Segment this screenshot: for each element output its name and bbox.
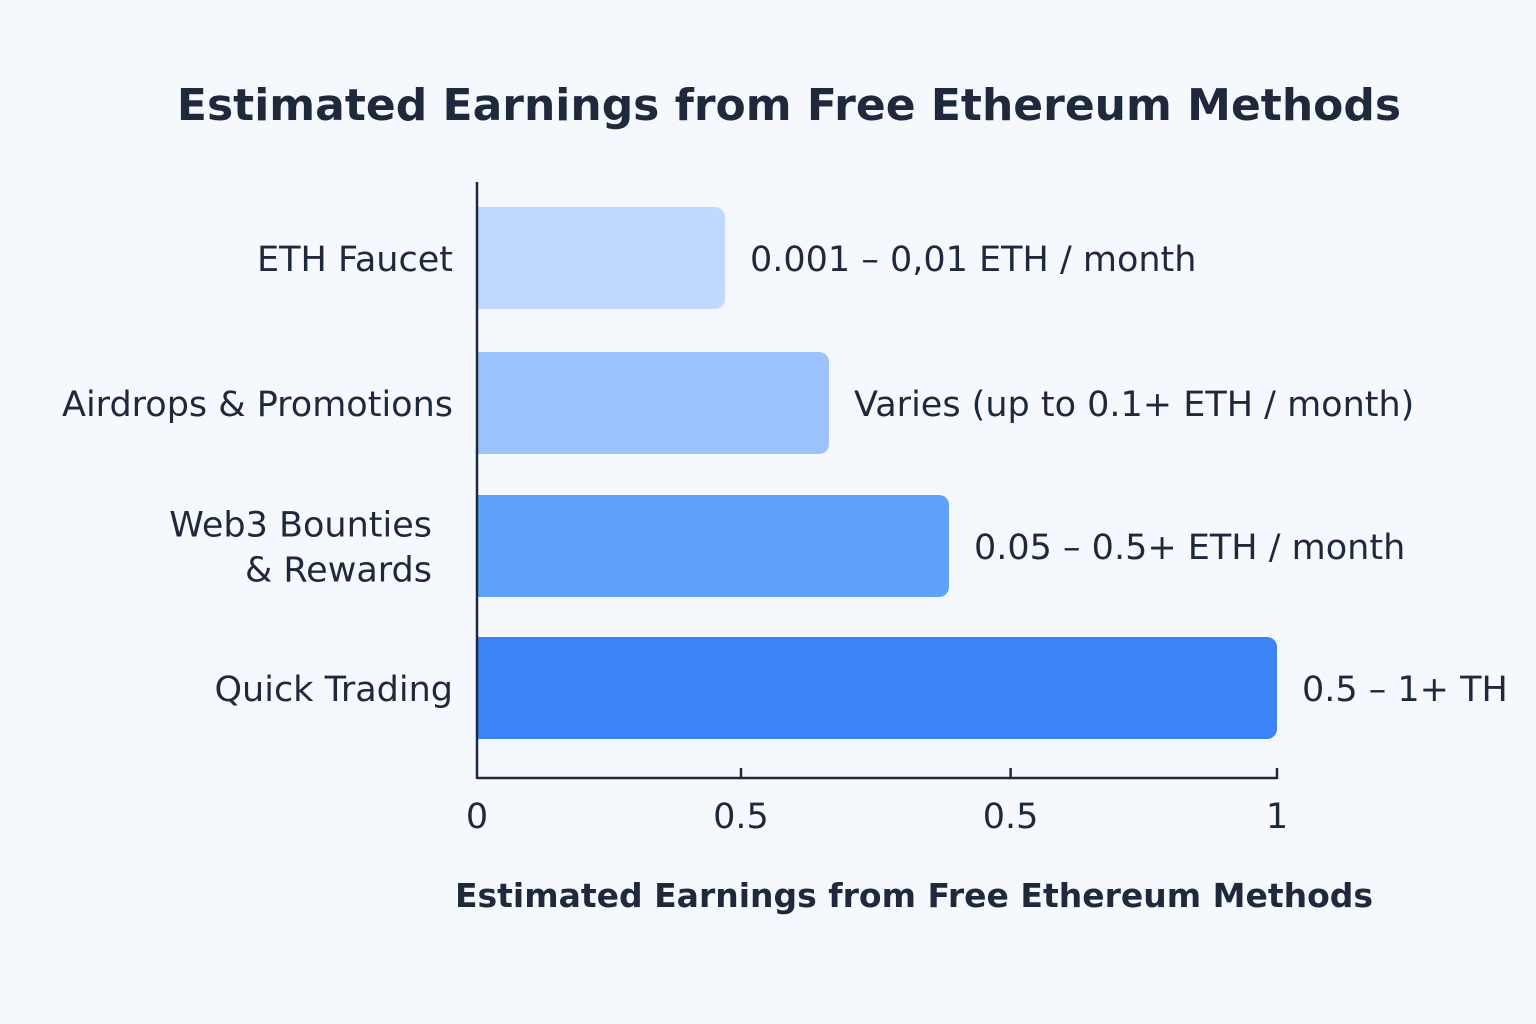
- chart-title: Estimated Earnings from Free Ethereum Me…: [177, 80, 1401, 131]
- x-tick-label-2: 0.5: [713, 797, 769, 837]
- category-label-4: Quick Trading: [214, 670, 453, 710]
- bar-2: [478, 352, 829, 454]
- bar-2-edge: [478, 352, 490, 454]
- data-label-1: 0.001 – 0,01 ETH / month: [750, 240, 1196, 280]
- bar-4-edge: [478, 637, 490, 739]
- bar-1: [478, 207, 725, 309]
- data-label-2: Varies (up to 0.1+ ETH / month): [854, 385, 1414, 425]
- x-tick-label-3: 0.5: [983, 797, 1039, 837]
- category-label-2: Airdrops & Promotions: [62, 385, 453, 425]
- data-label-4: 0.5 – 1+ TH: [1302, 670, 1508, 710]
- bar-3-edge: [478, 495, 490, 597]
- labels-layer: ETH Faucet 0.001 – 0,01 ETH / month Airdro…: [62, 240, 1508, 710]
- category-label-1: ETH Faucet: [257, 240, 453, 280]
- category-label-3: Web3 Bounties & Rewards: [169, 506, 432, 591]
- bar-1-edge: [478, 207, 490, 309]
- bar-3: [478, 495, 949, 597]
- x-axis-title: Estimated Earnings from Free Ethereum Me…: [455, 876, 1373, 915]
- x-tick-label-4: 1: [1266, 797, 1288, 837]
- x-tick-label-1: 0: [466, 797, 488, 837]
- data-label-3: 0.05 – 0.5+ ETH / month: [974, 528, 1405, 568]
- bars-layer: [478, 207, 1277, 739]
- x-axis-ticks: 0 0.5 0.5 1: [466, 768, 1288, 837]
- bar-4: [478, 637, 1277, 739]
